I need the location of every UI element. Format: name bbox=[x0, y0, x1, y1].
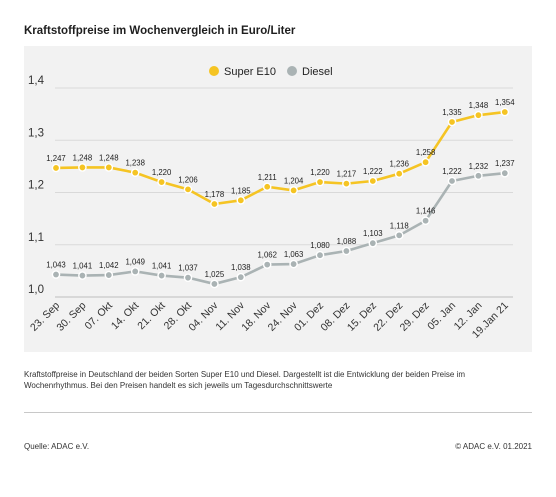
data-point bbox=[236, 272, 246, 282]
data-point bbox=[130, 267, 140, 276]
data-point bbox=[262, 260, 272, 269]
data-point bbox=[210, 199, 219, 209]
data-label: 1,354 bbox=[495, 98, 515, 107]
data-label: 1,062 bbox=[257, 251, 277, 260]
legend-marker bbox=[209, 66, 219, 76]
data-label: 1,042 bbox=[99, 261, 119, 270]
data-label: 1,220 bbox=[310, 168, 330, 177]
data-point bbox=[210, 279, 219, 289]
data-label: 1,038 bbox=[231, 263, 251, 272]
data-label: 1,204 bbox=[284, 176, 304, 185]
data-label: 1,118 bbox=[390, 221, 409, 230]
data-point bbox=[236, 196, 246, 205]
data-label: 1,236 bbox=[389, 160, 409, 169]
x-tick-label: 30. Sep bbox=[54, 300, 88, 334]
data-label: 1,222 bbox=[442, 167, 462, 176]
data-label: 1,211 bbox=[258, 173, 277, 182]
data-point bbox=[421, 216, 430, 226]
data-label: 1,222 bbox=[363, 167, 383, 176]
y-tick-label: 1,0 bbox=[28, 284, 44, 296]
data-point bbox=[315, 250, 325, 260]
legend-label: Super E10 bbox=[224, 66, 276, 78]
y-tick-label: 1,4 bbox=[28, 75, 45, 87]
data-point bbox=[157, 177, 166, 187]
data-label: 1,063 bbox=[284, 250, 304, 259]
data-label: 1,220 bbox=[152, 168, 172, 177]
chart-caption: Kraftstoffpreise in Deutschland der beid… bbox=[24, 370, 465, 390]
x-tick-label: 07. Okt bbox=[82, 300, 114, 332]
data-point bbox=[262, 182, 272, 192]
data-point bbox=[447, 117, 457, 127]
data-point bbox=[342, 179, 351, 188]
y-tick-label: 1,2 bbox=[28, 180, 44, 192]
data-point bbox=[474, 110, 483, 120]
data-label: 1,238 bbox=[125, 159, 145, 168]
data-label: 1,217 bbox=[337, 170, 357, 179]
data-point bbox=[78, 163, 87, 172]
data-label: 1,247 bbox=[46, 154, 66, 163]
data-point bbox=[500, 168, 510, 178]
data-point bbox=[289, 259, 298, 269]
data-label: 1,080 bbox=[310, 241, 330, 250]
data-point bbox=[368, 238, 378, 248]
x-tick-label: 29. Dez bbox=[398, 300, 432, 334]
data-point bbox=[130, 168, 140, 177]
data-point bbox=[183, 273, 193, 282]
data-point bbox=[421, 157, 430, 167]
data-label: 1,041 bbox=[152, 262, 172, 271]
source-note: Quelle: ADAC e.V. bbox=[24, 442, 90, 451]
data-point bbox=[500, 107, 510, 117]
data-label: 1,146 bbox=[416, 207, 436, 216]
legend-marker bbox=[287, 66, 297, 76]
series-line-0 bbox=[54, 110, 507, 206]
data-point bbox=[394, 231, 404, 240]
data-point bbox=[51, 270, 61, 279]
data-label: 1,206 bbox=[178, 175, 198, 184]
x-tick-label: 14. Okt bbox=[109, 300, 141, 332]
data-point bbox=[342, 246, 351, 256]
data-label: 1,178 bbox=[205, 190, 225, 199]
y-tick-label: 1,1 bbox=[28, 232, 44, 244]
data-label: 1,258 bbox=[416, 148, 436, 157]
data-label: 1,037 bbox=[178, 264, 198, 273]
data-point bbox=[104, 270, 114, 280]
data-label: 1,335 bbox=[442, 108, 462, 117]
data-label: 1,043 bbox=[46, 261, 66, 270]
data-point bbox=[78, 271, 87, 280]
footer-divider bbox=[24, 412, 532, 413]
data-point bbox=[315, 177, 325, 187]
data-label: 1,348 bbox=[469, 101, 489, 110]
x-tick-label: 05. Jan bbox=[425, 300, 458, 333]
data-label: 1,185 bbox=[231, 186, 251, 195]
data-label: 1,103 bbox=[363, 229, 383, 238]
data-point bbox=[183, 185, 193, 194]
data-label: 1,237 bbox=[495, 159, 515, 168]
data-point bbox=[368, 176, 378, 186]
data-label: 1,248 bbox=[99, 153, 119, 162]
data-point bbox=[394, 169, 404, 178]
x-tick-label: 21. Okt bbox=[135, 300, 167, 332]
data-point bbox=[51, 163, 61, 173]
data-point bbox=[474, 171, 483, 181]
chart-title: Kraftstoffpreise im Wochenvergleich in E… bbox=[24, 25, 296, 37]
data-point bbox=[447, 176, 457, 186]
chart-panel: 1,0 1,1 1,2 1,3 1,4 23. Sep 30. Sep 07. Okt 14. … bbox=[24, 46, 532, 352]
series-line-1 bbox=[54, 171, 507, 286]
data-point bbox=[157, 271, 166, 280]
copyright-note: © ADAC e.V. 01.2021 bbox=[455, 442, 532, 451]
data-label: 1,232 bbox=[469, 162, 489, 171]
data-label: 1,041 bbox=[73, 262, 93, 271]
data-label: 1,088 bbox=[337, 237, 357, 246]
y-tick-label: 1,3 bbox=[28, 127, 44, 139]
data-label: 1,049 bbox=[125, 257, 145, 266]
data-label: 1,248 bbox=[73, 153, 93, 162]
data-point bbox=[104, 163, 114, 172]
data-point bbox=[289, 186, 298, 195]
legend-label: Diesel bbox=[302, 66, 333, 78]
data-label: 1,025 bbox=[205, 270, 225, 279]
